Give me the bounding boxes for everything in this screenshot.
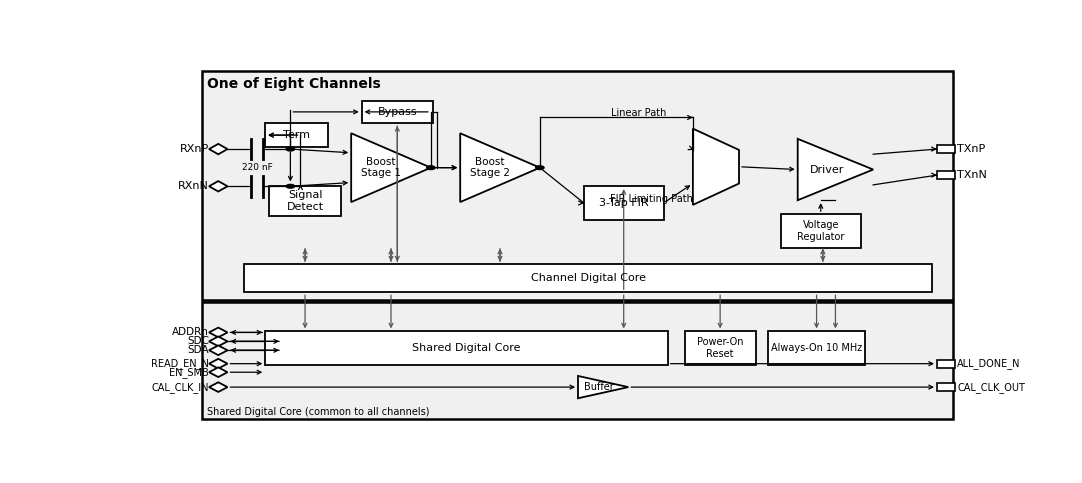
Text: Boost
Stage 1: Boost Stage 1: [361, 157, 401, 179]
Polygon shape: [209, 382, 227, 392]
Text: Power-On
Reset: Power-On Reset: [697, 337, 743, 359]
Polygon shape: [352, 133, 431, 202]
Text: Linear Path: Linear Path: [610, 108, 667, 118]
Bar: [781, 214, 860, 248]
Bar: [265, 123, 328, 147]
Text: CAL_CLK_OUT: CAL_CLK_OUT: [956, 382, 1025, 393]
Text: FIR Limiting Path: FIR Limiting Path: [609, 194, 692, 204]
Text: Always-On 10 MHz: Always-On 10 MHz: [771, 343, 862, 353]
Circle shape: [536, 166, 544, 170]
Polygon shape: [209, 327, 227, 337]
Text: Buffer: Buffer: [584, 382, 613, 392]
Bar: [937, 145, 955, 153]
Text: Signal
Detect: Signal Detect: [287, 190, 324, 212]
Polygon shape: [460, 133, 540, 202]
Text: Boost
Stage 2: Boost Stage 2: [470, 157, 510, 179]
Bar: [202, 71, 953, 299]
Text: SDA: SDA: [187, 345, 209, 355]
Bar: [361, 101, 433, 123]
Text: 220 nF: 220 nF: [242, 163, 273, 172]
Polygon shape: [797, 139, 873, 200]
Text: Shared Digital Core (common to all channels): Shared Digital Core (common to all chann…: [207, 407, 430, 417]
Text: EN_SMB: EN_SMB: [169, 367, 209, 378]
Text: READ_EN_N: READ_EN_N: [151, 358, 209, 369]
Text: One of Eight Channels: One of Eight Channels: [207, 77, 380, 91]
Text: RXnN: RXnN: [179, 181, 209, 191]
Bar: [202, 301, 953, 419]
Text: CAL_CLK_IN: CAL_CLK_IN: [151, 382, 209, 393]
Polygon shape: [209, 181, 227, 191]
Bar: [768, 331, 865, 365]
Bar: [937, 171, 955, 179]
Text: 3-Tap FIR: 3-Tap FIR: [599, 198, 648, 208]
Circle shape: [426, 166, 435, 170]
Bar: [245, 264, 932, 292]
Polygon shape: [209, 359, 227, 369]
Text: ALL_DONE_N: ALL_DONE_N: [956, 358, 1020, 369]
Text: TXnN: TXnN: [956, 170, 987, 180]
Text: TXnP: TXnP: [956, 144, 986, 154]
Text: Voltage
Regulator: Voltage Regulator: [797, 220, 844, 242]
Text: Channel Digital Core: Channel Digital Core: [530, 273, 646, 284]
Bar: [265, 331, 668, 365]
Bar: [584, 186, 663, 220]
Text: RXnP: RXnP: [180, 144, 209, 154]
Text: ADDRn: ADDRn: [172, 327, 209, 338]
Text: Shared Digital Core: Shared Digital Core: [412, 343, 520, 353]
Text: Driver: Driver: [809, 165, 844, 174]
Bar: [685, 331, 755, 365]
Circle shape: [286, 147, 294, 151]
Polygon shape: [692, 128, 739, 205]
Polygon shape: [209, 368, 227, 377]
Text: SDC: SDC: [187, 336, 209, 346]
Polygon shape: [578, 376, 629, 398]
Text: Term: Term: [283, 130, 311, 140]
Polygon shape: [209, 337, 227, 346]
Bar: [937, 359, 955, 368]
Polygon shape: [209, 144, 227, 154]
Circle shape: [286, 185, 294, 188]
Bar: [937, 383, 955, 391]
Polygon shape: [209, 345, 227, 355]
Bar: [269, 186, 341, 216]
Text: Bypass: Bypass: [378, 107, 417, 117]
